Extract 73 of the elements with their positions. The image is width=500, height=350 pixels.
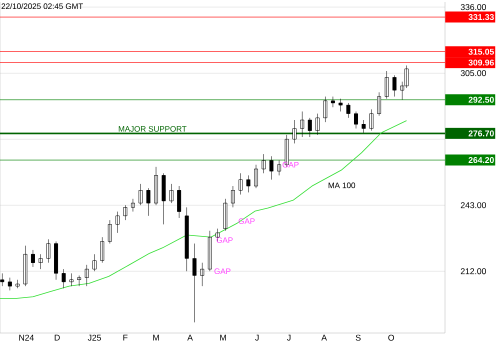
candlestick	[230, 186, 235, 208]
candlestick	[54, 241, 58, 280]
candlestick	[246, 175, 250, 193]
candlestick	[392, 75, 396, 97]
candlestick	[46, 239, 50, 263]
x-tick-label: J	[286, 334, 290, 341]
ref-line-label: 331.33	[468, 14, 494, 20]
x-tick-label: S	[356, 334, 361, 341]
candlestick	[346, 102, 350, 118]
candlestick	[62, 268, 66, 289]
x-tick-label: D	[54, 334, 60, 341]
candlestick	[384, 70, 389, 99]
candlestick	[138, 184, 143, 206]
candlestick	[84, 264, 89, 286]
candlestick	[192, 243, 196, 323]
y-tick-label: 336.00	[460, 4, 486, 10]
x-tick-label: F	[123, 334, 128, 341]
y-tick-label: 243.00	[460, 202, 486, 208]
candlestick	[108, 220, 112, 244]
x-tick-label: A	[187, 334, 193, 341]
candlestick	[30, 250, 35, 268]
y-tick-label: 305.00	[460, 70, 486, 76]
candlestick	[262, 154, 266, 174]
candlestick	[277, 160, 282, 176]
candlestick	[338, 98, 343, 112]
candlestick	[69, 273, 74, 286]
candlestick	[292, 120, 296, 144]
candlestick	[38, 254, 43, 270]
candlestick	[208, 230, 212, 272]
candlestick	[269, 156, 274, 180]
x-tick-label: O	[388, 334, 394, 341]
candlestick	[300, 111, 304, 138]
candlestick	[8, 277, 12, 291]
ref-line-label: 276.70	[468, 130, 494, 136]
candlestick	[123, 204, 128, 220]
candlestick	[308, 118, 312, 138]
candlestick	[254, 164, 258, 188]
candlestick	[369, 109, 374, 131]
ref-line-label: 315.05	[468, 48, 494, 55]
candlestick	[316, 113, 320, 136]
candlestick	[154, 166, 158, 206]
x-tick-label: J	[255, 334, 259, 341]
candlestick	[23, 245, 28, 286]
candlestick	[92, 254, 97, 272]
candlestick	[146, 188, 150, 216]
x-tick-label: J25	[88, 334, 101, 341]
candlestick	[362, 120, 366, 134]
ref-line-label: 264.20	[468, 157, 494, 164]
line-series	[0, 120, 407, 299]
candlestick	[330, 96, 335, 108]
x-tick-label: M	[220, 334, 226, 341]
candlestick	[354, 111, 358, 129]
y-tick-label: 212.00	[460, 268, 486, 274]
candlestick	[223, 198, 228, 232]
candlestick	[323, 96, 328, 122]
candlestick	[162, 173, 166, 225]
candlestick	[377, 92, 382, 116]
candlestick	[130, 198, 135, 212]
candlestick	[16, 280, 20, 289]
candlestick	[116, 211, 120, 234]
candlestick	[100, 236, 104, 263]
candlestick	[0, 273, 4, 286]
candlestick	[169, 184, 174, 204]
x-tick-label: A	[321, 334, 327, 341]
ref-line-label: 292.50	[468, 96, 494, 103]
candlestick	[184, 207, 189, 272]
candlestick	[238, 173, 243, 195]
candlestick	[200, 262, 204, 286]
candlestick	[77, 275, 82, 286]
x-tick-label: N24	[19, 334, 34, 341]
x-tick-label: M	[153, 334, 159, 341]
candlestick	[177, 186, 182, 218]
ref-line-label: 309.96	[468, 60, 494, 66]
